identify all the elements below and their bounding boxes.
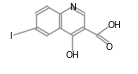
Text: O: O (105, 42, 112, 52)
Text: I: I (9, 32, 11, 40)
Text: OH: OH (107, 20, 121, 30)
Text: N: N (69, 3, 75, 11)
Text: OH: OH (65, 50, 79, 59)
